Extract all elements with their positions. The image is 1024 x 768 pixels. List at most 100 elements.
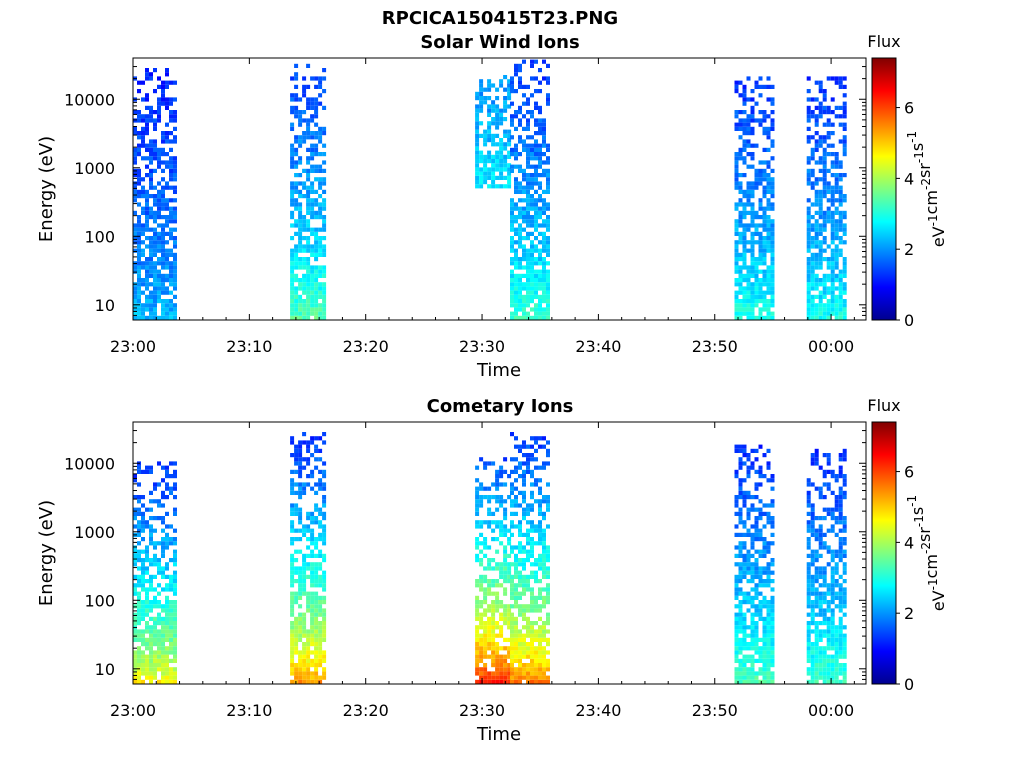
heatmap-cell [826,299,831,304]
heatmap-cell [510,658,514,663]
heatmap-cell [310,152,315,157]
heatmap-cell [842,265,847,270]
heatmap-cell [526,215,530,220]
heatmap-cell [526,604,530,609]
heatmap-cell [510,273,514,278]
heatmap-cell [298,139,303,144]
heatmap-cell [814,448,819,453]
heatmap-cell [141,574,145,579]
heatmap-cell [491,171,496,176]
heatmap-cell [133,478,137,483]
heatmap-cell [538,444,542,449]
heatmap-cell [302,591,307,596]
heatmap-cell [534,215,538,220]
heatmap-cell [173,156,177,161]
heatmap-cell [322,68,327,73]
heatmap-cell [510,654,514,659]
heatmap-cell [830,307,835,312]
heatmap-cell [526,101,530,106]
heatmap-cell [830,257,835,262]
heatmap-cell [810,650,815,655]
heatmap-cell [310,675,315,680]
heatmap-cell [822,215,827,220]
heatmap-cell [141,608,145,613]
heatmap-cell [814,604,819,609]
heatmap-cell [290,122,295,127]
heatmap-cell [514,654,518,659]
heatmap-cell [822,189,827,194]
heatmap-cell [137,303,141,308]
heatmap-cell [302,642,307,647]
heatmap-cell [294,63,299,68]
heatmap-cell [173,164,177,169]
heatmap-cell [842,448,847,453]
heatmap-cell [475,541,480,546]
heatmap-cell [542,629,546,634]
heatmap-cell [806,76,811,81]
heatmap-cell [538,143,542,148]
heatmap-cell [499,612,504,617]
heatmap-cell [738,511,743,516]
heatmap-cell [318,269,323,274]
heatmap-cell [734,587,739,592]
heatmap-cell [487,159,492,164]
heatmap-cell [314,210,319,215]
heatmap-cell [173,303,177,308]
heatmap-cell [483,629,488,634]
heatmap-cell [826,675,831,680]
heatmap-cell [491,154,496,159]
heatmap-cell [750,600,755,605]
heatmap-cell [306,654,311,659]
heatmap-cell [499,600,504,605]
heatmap-cell [542,671,546,676]
heatmap-cell [149,248,153,253]
heatmap-cell [157,278,161,283]
heatmap-cell [810,549,815,554]
heatmap-cell [814,160,819,165]
heatmap-cell [483,167,488,172]
heatmap-cell [161,223,165,228]
heatmap-cell [514,625,518,630]
heatmap-cell [518,549,522,554]
heatmap-cell [161,278,165,283]
heatmap-cell [518,315,522,320]
heatmap-cell [762,147,767,152]
heatmap-cell [290,194,295,199]
heatmap-cell [510,278,514,283]
heatmap-cell [834,173,839,178]
heatmap-cell [770,139,775,144]
heatmap-cell [810,629,815,634]
heatmap-cell [546,160,550,165]
heatmap-cell [770,675,775,680]
heatmap-cell [546,650,550,655]
heatmap-cell [546,311,550,316]
heatmap-cell [514,227,518,232]
heatmap-cell [507,621,512,626]
heatmap-cell [169,637,173,642]
heatmap-cell [766,273,771,278]
heatmap-cell [518,244,522,249]
heatmap-cell [503,566,508,571]
heatmap-cell [806,294,811,299]
heatmap-cell [145,261,149,266]
heatmap-cell [483,595,488,600]
heatmap-cell [290,570,295,575]
heatmap-cell [149,541,153,546]
heatmap-cell [518,574,522,579]
heatmap-cell [754,457,759,462]
heatmap-cell [298,633,303,638]
heatmap-cell [306,675,311,680]
heatmap-cell [762,299,767,304]
y-tick-label: 10000 [64,454,115,473]
x-tick-label: 23:10 [226,337,272,356]
heatmap-cell [161,160,165,165]
heatmap-cell [487,562,492,567]
heatmap-cell [754,265,759,270]
heatmap-cell [314,278,319,283]
heatmap-cell [491,646,496,651]
heatmap-cell [495,117,500,122]
heatmap-cell [314,537,319,542]
heatmap-cell [510,210,514,215]
heatmap-cell [818,198,823,203]
heatmap-cell [145,210,149,215]
